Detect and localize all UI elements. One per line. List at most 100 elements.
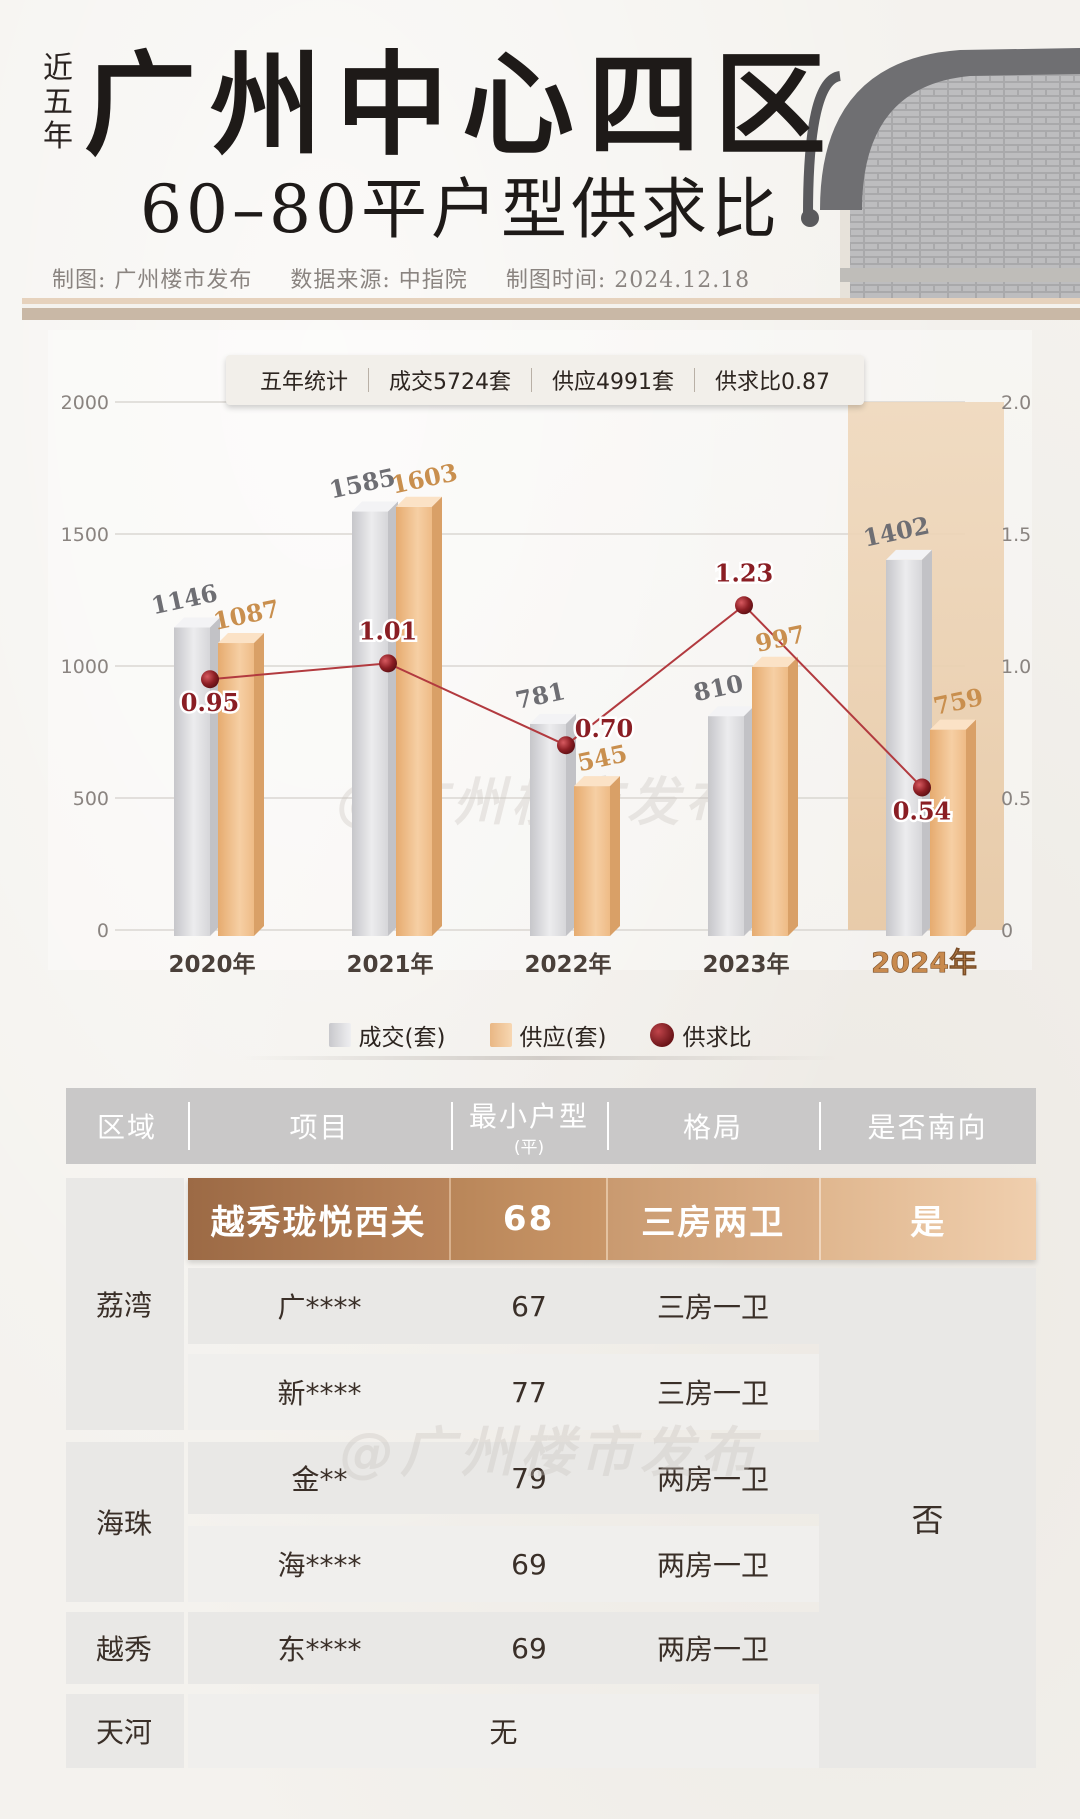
bar-deal: [174, 617, 220, 936]
y-tick-left: 2000: [61, 392, 109, 414]
label-deal: 781: [513, 676, 568, 715]
highlight-project: 越秀珑悦西关: [188, 1178, 450, 1260]
table-row: [188, 1442, 819, 1514]
meta-line: 制图: 广州楼市发布 数据来源: 中指院 制图时间: 2024.12.18: [52, 262, 780, 294]
header-south-label: 是否南向: [867, 1111, 988, 1144]
region-label: 越秀: [96, 1633, 153, 1666]
header-divider: [22, 298, 1080, 320]
label-ratio: 0.54: [893, 796, 951, 825]
y-tick-right: 0: [1001, 920, 1013, 942]
bar-supply-top: [930, 719, 976, 730]
cell-size: 69: [511, 1631, 547, 1665]
bar-supply-top: [752, 656, 798, 667]
header-min-unit-label: 最小户型: [468, 1099, 589, 1133]
legend-swatch-supply: [489, 1023, 512, 1047]
south-no-label: 否: [911, 1501, 944, 1539]
cell-layout: 三房一卫: [656, 1291, 769, 1324]
side-title-char: 五: [43, 85, 73, 120]
bar-supply-top: [396, 496, 442, 507]
label-deal: 1585: [327, 462, 398, 504]
legend-swatch-deal: [328, 1023, 351, 1047]
meta-date: 制图时间: 2024.12.18: [505, 268, 751, 293]
header-min-unit-unit: (平): [513, 1137, 545, 1158]
bar-deal: [708, 706, 754, 936]
bar-deal-front: [886, 559, 922, 936]
y-tick-left: 0: [97, 920, 109, 942]
cell-tianhe-none: 无: [489, 1716, 518, 1749]
region-label: 荔湾: [96, 1289, 153, 1322]
bar-deal-front: [352, 511, 388, 936]
cell-size: 77: [511, 1375, 547, 1409]
legend-item-deal: 成交(套): [328, 1018, 446, 1052]
y-tick-left: 500: [73, 788, 109, 810]
legend-swatch-ratio: [650, 1023, 675, 1047]
ratio-point: [379, 654, 397, 673]
bar-deal-side: [744, 706, 754, 936]
label-ratio: 0.95: [181, 688, 239, 717]
bar-supply-side: [966, 719, 976, 936]
cell-size: 69: [511, 1547, 547, 1581]
highlight-south: 是: [818, 1178, 1036, 1260]
ratio-point: [913, 778, 931, 797]
summary-label: 五年统计: [260, 370, 349, 395]
table-row: [188, 1268, 819, 1344]
legend-label-deal: 成交(套): [358, 1025, 446, 1051]
bar-supply-front: [574, 786, 610, 936]
legend-label-supply: 供应(套): [519, 1025, 607, 1051]
bar-supply: [396, 496, 442, 936]
bar-supply-side: [254, 633, 264, 936]
bar-deal-side: [210, 617, 220, 936]
chart: @广州楼市发布 11461087158516037815458109971402…: [61, 392, 1032, 979]
label-ratio-halo: 1.23: [715, 558, 773, 587]
legend-item-ratio: 供求比: [650, 1018, 751, 1052]
bar-supply-front: [752, 666, 788, 936]
chart-legend: 成交(套) 供应(套) 供求比: [240, 1010, 840, 1060]
bar-deal-front: [708, 716, 744, 936]
bar-deal-side: [388, 501, 398, 936]
bar-supply-side: [610, 776, 620, 936]
cell-layout: 两房一卫: [656, 1633, 769, 1666]
header-layout: 格局: [607, 1088, 819, 1164]
summary-divider: [368, 368, 370, 392]
bar-supply-front: [396, 506, 432, 936]
region-liwan: 荔湾: [66, 1178, 184, 1430]
cell-project: 广****: [277, 1291, 362, 1324]
header-project-label: 项目: [289, 1111, 350, 1144]
bar-supply: [574, 776, 620, 936]
bar-deal-top: [530, 713, 576, 724]
label-ratio-halo: 0.70: [575, 714, 633, 743]
bar-deal: [530, 713, 576, 936]
summary-bar: 五年统计 成交5724套 供应4991套 供求比0.87: [226, 355, 865, 405]
y-tick-left: 1000: [61, 656, 109, 678]
highlight-size: 68: [449, 1178, 607, 1260]
cell-project: 金**: [291, 1463, 348, 1496]
bar-deal-front: [530, 723, 566, 936]
label-supply: 545: [575, 738, 630, 777]
label-ratio-halo: 0.54: [893, 796, 951, 825]
highlight-row: 越秀珑悦西关 68 三房两卫 是: [188, 1178, 1036, 1260]
meta-producer: 制图: 广州楼市发布: [52, 268, 253, 293]
summary-divider: [694, 368, 696, 392]
label-ratio: 1.23: [715, 558, 773, 587]
side-title-char: 近: [43, 51, 73, 86]
cell-size: 79: [511, 1461, 547, 1495]
meta-source: 数据来源: 中指院: [290, 268, 468, 293]
label-supply: 1087: [211, 594, 282, 636]
bar-supply-front: [218, 643, 254, 936]
bar-deal-side: [566, 713, 576, 936]
header-layout-label: 格局: [682, 1111, 743, 1144]
label-ratio-halo: 0.95: [181, 688, 239, 717]
cell-project: 东****: [277, 1633, 362, 1666]
y-tick-left: 1500: [61, 524, 109, 546]
y-tick-right: 1.0: [1001, 656, 1031, 678]
cell-layout: 两房一卫: [656, 1463, 769, 1496]
region-haizhu: 海珠: [66, 1442, 184, 1602]
x-tick: 2020年: [168, 951, 255, 978]
bar-supply-side: [432, 496, 442, 936]
x-tick: 2021年: [346, 951, 433, 978]
label-deal: 1146: [149, 578, 220, 620]
header-project: 项目: [188, 1088, 451, 1164]
bar-deal: [352, 501, 398, 936]
bar-deal-top: [174, 617, 220, 628]
header-region-label: 区域: [96, 1111, 157, 1144]
